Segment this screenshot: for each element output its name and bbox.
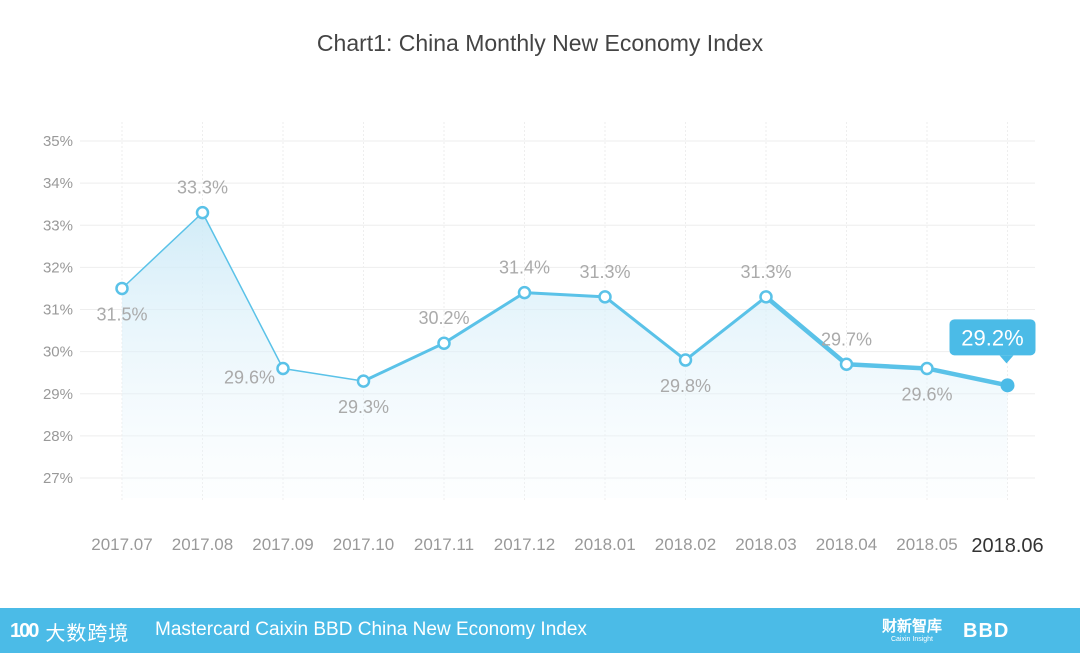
data-label: 31.3% [740, 262, 791, 282]
data-label-highlight: 29.2% [961, 325, 1023, 350]
line-segment [442, 291, 526, 345]
footer-text: Mastercard Caixin BBD China New Economy … [155, 619, 587, 640]
data-label: 29.6% [901, 384, 952, 404]
y-tick-label: 27% [43, 470, 73, 487]
x-tick-label: 2018.03 [735, 535, 796, 554]
logo-text: 大数跨境 [45, 622, 130, 645]
line-segment [121, 211, 204, 290]
x-tick-label: 2017.10 [333, 535, 394, 554]
data-point [839, 357, 854, 372]
x-tick-label: 2017.08 [172, 535, 233, 554]
x-tick-label: 2017.12 [494, 535, 555, 554]
logo-100-dashujujing: 100 大数跨境 [10, 617, 129, 645]
data-point [598, 290, 612, 304]
chart-title: Chart1: China Monthly New Economy Index [316, 30, 764, 56]
data-label: 29.8% [660, 376, 711, 396]
series-line [121, 211, 1010, 388]
y-tick-label: 32% [43, 259, 73, 276]
y-tick-label: 30% [43, 344, 73, 361]
caixin-insight-logo: 财新智库 Caixin Insight [880, 618, 944, 644]
line-segment [684, 295, 768, 362]
line-segment [523, 291, 607, 299]
footer-bar: 100 大数跨境 Mastercard Caixin BBD China New… [0, 608, 1080, 653]
data-label: 31.3% [579, 262, 630, 282]
data-label: 31.4% [499, 258, 550, 278]
x-tick-label: 2018.04 [816, 535, 877, 554]
highlight-callout-pointer [999, 355, 1014, 364]
data-point [115, 281, 129, 296]
data-point [356, 374, 371, 388]
data-point [517, 285, 532, 300]
line-segment [603, 295, 687, 362]
x-tick-label: 2018.05 [896, 535, 957, 554]
data-label: 30.2% [418, 308, 469, 328]
caixin-insight-logo-subtext: Caixin Insight [890, 636, 934, 643]
line-segment [362, 341, 446, 383]
x-tick-label: 2017.11 [414, 535, 474, 554]
y-tick-label: 29% [43, 386, 73, 403]
line-segment [763, 294, 849, 367]
data-label: 33.3% [177, 178, 228, 198]
y-tick-label: 34% [43, 175, 73, 192]
x-tick-label: 2017.07 [91, 535, 152, 554]
x-tick-label: 2018.01 [574, 535, 635, 554]
y-tick-label: 28% [43, 428, 73, 445]
line-segment [924, 366, 1010, 388]
y-tick-label: 35% [43, 133, 73, 150]
y-tick-label: 33% [43, 217, 73, 234]
area-fill-path [122, 212, 1008, 499]
data-point [276, 361, 290, 376]
data-label: 29.3% [338, 397, 389, 417]
data-point [437, 336, 451, 350]
line-segment [201, 211, 284, 370]
x-tick-label: 2018.02 [655, 535, 716, 554]
bbd-logo: BBD [963, 620, 1010, 642]
logo-mark: 100 [10, 619, 39, 642]
line-segment [282, 367, 365, 382]
data-point [195, 205, 210, 220]
data-point [759, 290, 773, 304]
y-axis: 35% 34% 33% 32% 31% 30% 29% 28% 27% [43, 133, 73, 487]
data-label: 29.7% [821, 329, 872, 349]
data-labels: 31.5% 33.3% 29.6% 29.3% 30.2% 31.4% 31.3% 29.8%… [96, 178, 1036, 417]
data-point [678, 353, 693, 367]
data-label: 31.5% [96, 304, 147, 324]
x-tick-label: 2018.06 [971, 535, 1043, 557]
y-tick-label: 31% [43, 302, 73, 319]
x-axis: 2017.07 2017.08 2017.09 2017.10 2017.11 2017.… [91, 535, 1043, 557]
caixin-insight-logo-text: 财新智库 [881, 618, 942, 635]
data-label: 29.6% [224, 367, 275, 387]
data-point [920, 361, 934, 376]
line-chart: 35%34%33%32%31%30%29%28%27% 2017.07 2017.… [43, 122, 1044, 557]
x-tick-label: 2017.09 [252, 535, 313, 554]
area-fill [122, 212, 1008, 499]
data-points [115, 205, 1015, 393]
highlight-callout-box [949, 319, 1036, 356]
data-point [1000, 378, 1015, 393]
line-segment [844, 362, 930, 371]
